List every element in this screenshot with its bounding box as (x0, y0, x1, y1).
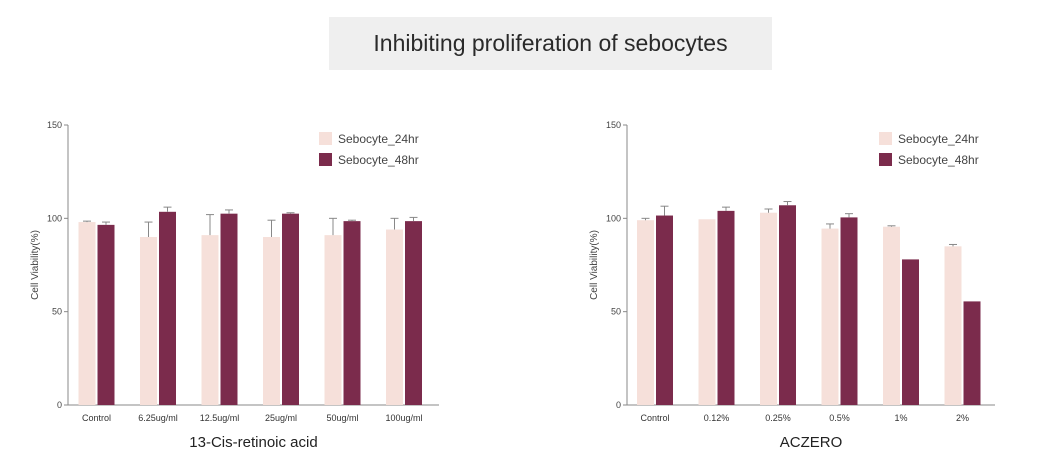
y-tick-label: 0 (57, 400, 62, 410)
bar-48hr (405, 221, 422, 405)
x-tick-label: 0.12% (704, 413, 730, 423)
legend-label: Sebocyte_48hr (338, 153, 419, 167)
y-axis-label: Cell Viability(%) (589, 230, 600, 300)
y-tick-label: 50 (52, 307, 62, 317)
bar-24hr (637, 220, 654, 405)
x-tick-label: 0.25% (765, 413, 791, 423)
bar-24hr (386, 229, 403, 405)
x-tick-label: 0.5% (829, 413, 850, 423)
x-tick-label: 2% (956, 413, 969, 423)
legend-swatch (319, 153, 332, 166)
bar-24hr (821, 228, 839, 405)
x-axis-label: 13-Cis-retinoic acid (189, 434, 317, 451)
bar-48hr (97, 224, 115, 405)
x-axis-label: ACZERO (780, 434, 843, 451)
x-tick-label: 1% (894, 413, 907, 423)
y-tick-label: 100 (606, 213, 621, 223)
y-axis-label: Cell Viability(%) (30, 230, 41, 300)
x-tick-label: 6.25ug/ml (138, 413, 178, 423)
bar-48hr (159, 211, 176, 405)
y-tick-label: 0 (616, 400, 621, 410)
x-tick-label: 100ug/ml (385, 413, 422, 423)
bar-24hr (263, 237, 280, 405)
bar-24hr (760, 212, 777, 405)
legend-swatch (879, 153, 892, 166)
x-tick-label: 25ug/ml (265, 413, 297, 423)
legend-label: Sebocyte_24hr (338, 132, 419, 146)
y-tick-label: 100 (47, 213, 62, 223)
chart-aczero: 0 50 100 150 Cell Viability(%) Control 0.12% 0.… (589, 120, 995, 451)
x-tick-label: Control (82, 413, 111, 423)
bar-48hr (779, 205, 796, 405)
y-tick-label: 150 (47, 120, 62, 130)
bar-24hr (324, 235, 342, 405)
bar-48hr (656, 215, 673, 405)
legend-swatch (879, 132, 892, 145)
x-tick-label: Control (640, 413, 669, 423)
chart-cis-retinoic: 0 50 100 150 Cell Viability(%) Control 6.25ug/… (30, 120, 439, 451)
y-tick-label: 50 (611, 307, 621, 317)
bar-24hr (944, 246, 962, 405)
bar-48hr (902, 259, 919, 405)
legend-label: Sebocyte_24hr (898, 132, 979, 146)
x-tick-label: 12.5ug/ml (200, 413, 240, 423)
page-title: Inhibiting proliferation of sebocytes (329, 17, 772, 70)
bar-48hr (282, 213, 299, 405)
bar-24hr (201, 235, 219, 405)
bar-48hr (963, 301, 981, 405)
bar-24hr (78, 222, 96, 405)
legend-swatch (319, 132, 332, 145)
y-tick-label: 150 (606, 120, 621, 130)
x-tick-label: 50ug/ml (326, 413, 358, 423)
bar-48hr (220, 213, 238, 405)
bar-24hr (140, 237, 157, 405)
bar-48hr (717, 210, 735, 405)
bar-48hr (343, 221, 361, 405)
bar-24hr (698, 219, 716, 405)
bar-48hr (840, 217, 858, 405)
bar-24hr (883, 226, 900, 405)
legend-label: Sebocyte_48hr (898, 153, 979, 167)
